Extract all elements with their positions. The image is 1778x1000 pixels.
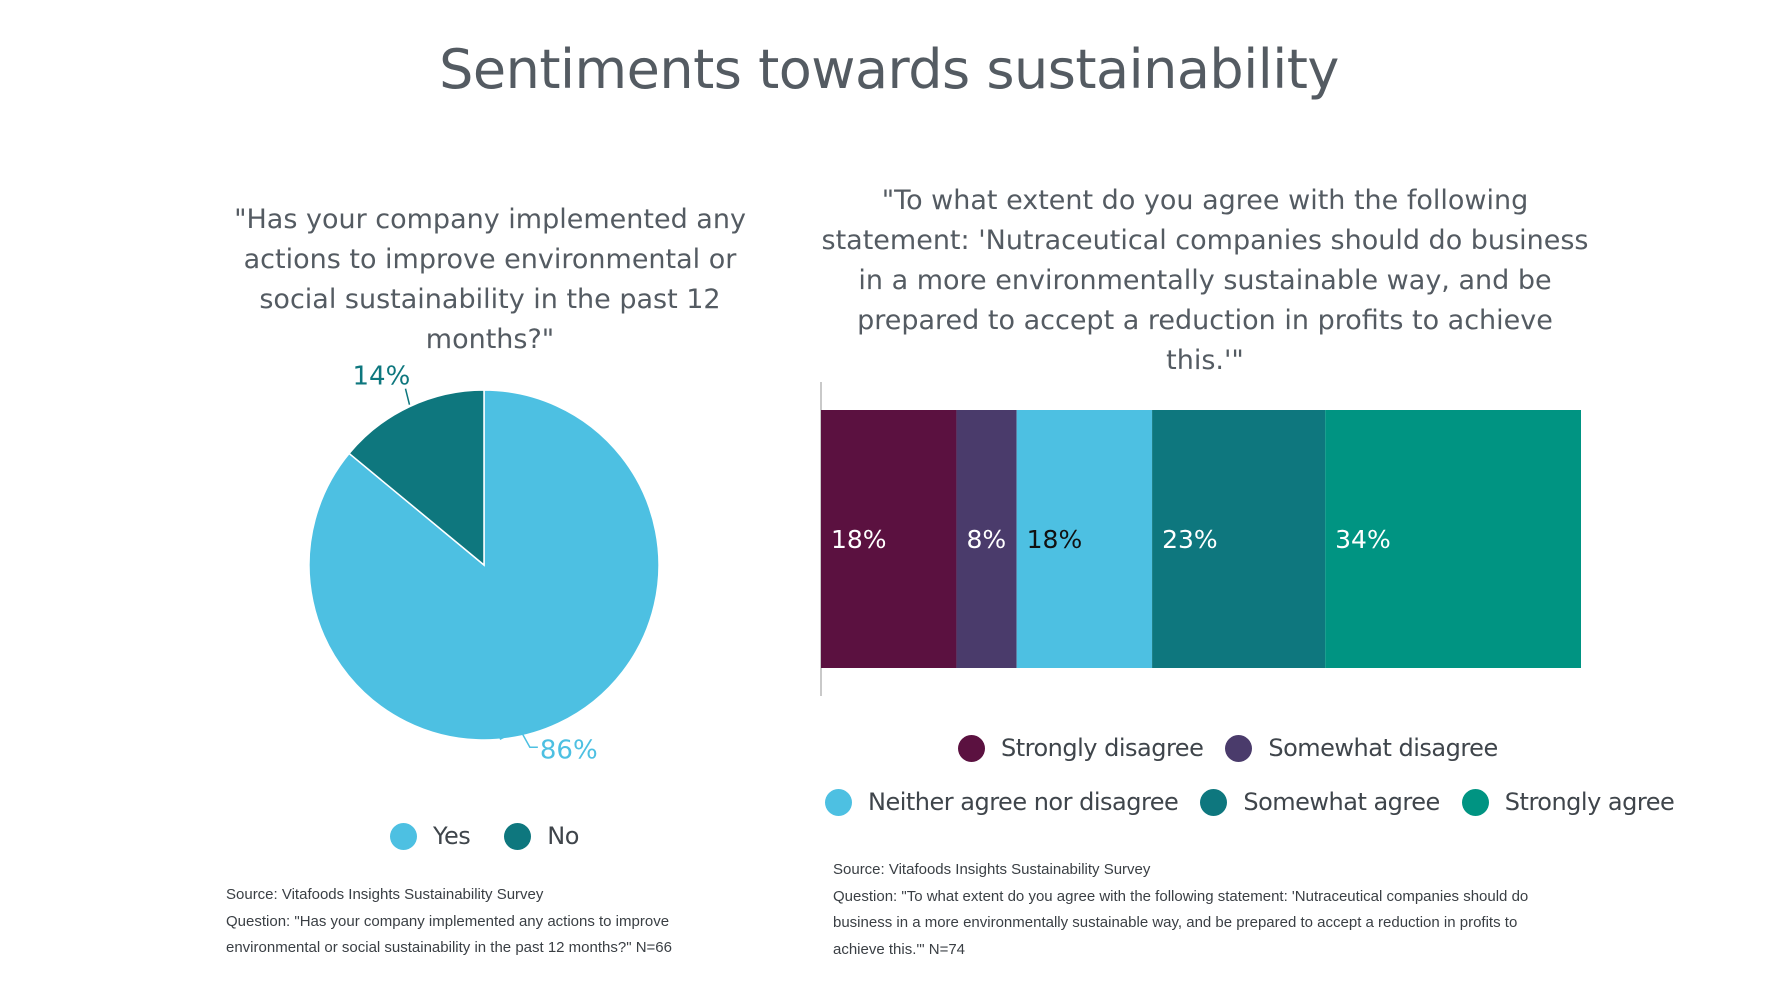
bar-segment-strongly-disagree: [821, 410, 957, 668]
legend-label-somewhat-agree: Somewhat agree: [1243, 788, 1440, 816]
bar-label-strongly-disagree: 18%: [831, 525, 887, 554]
pie-source: Source: Vitafoods Insights Sustainabilit…: [226, 886, 544, 903]
legend-label-strongly-agree: Strongly agree: [1504, 788, 1675, 816]
bar-label-somewhat-agree: 23%: [1162, 525, 1218, 554]
bar-label-neither-agree-nor-disagree: 18%: [1027, 525, 1083, 554]
bar-legend-row-2: Neither agree nor disagree Somewhat agre…: [825, 788, 1675, 816]
legend-item-yes: Yes: [390, 822, 471, 850]
legend-swatch-strongly-disagree: [958, 734, 985, 762]
legend-swatch-strongly-agree: [1461, 788, 1489, 816]
bar-source-question: Question: "To what extent do you agree w…: [833, 887, 1529, 958]
bar-question: "To what extent do you agree with the fo…: [821, 185, 1589, 376]
pie-slice-no: [348, 389, 485, 567]
leader-line-no: [404, 388, 411, 405]
legend-item-somewhat-agree: Somewhat agree: [1200, 788, 1440, 816]
legend-swatch-no: [504, 822, 532, 850]
legend-swatch-somewhat-agree: [1200, 788, 1228, 816]
pie-source-note: Source: Vitafoods Insights Sustainabilit…: [226, 882, 746, 962]
legend-label-strongly-disagree: Strongly disagree: [1001, 734, 1204, 762]
bar-label-strongly-agree: 34%: [1335, 525, 1391, 554]
bar-segment-strongly-agree: [1325, 410, 1581, 668]
bar-segment-neither-agree-nor-disagree: [1016, 410, 1153, 668]
legend-item-strongly-agree: Strongly agree: [1461, 788, 1675, 816]
legend-swatch-neither: [825, 788, 852, 816]
bar-segment-somewhat-disagree: [956, 410, 1017, 668]
bar-source: Source: Vitafoods Insights Sustainabilit…: [833, 861, 1151, 878]
bar-segment-somewhat-agree: [1152, 410, 1326, 668]
legend-item-neither: Neither agree nor disagree: [825, 788, 1179, 816]
pie-question: "Has your company implemented any action…: [234, 204, 746, 355]
legend-swatch-somewhat-disagree: [1225, 734, 1253, 762]
chart-title: Sentiments towards sustainability: [439, 38, 1339, 101]
legend-label-yes: Yes: [433, 822, 471, 850]
data-label-no: 14%: [352, 362, 410, 392]
bar-legend-row-1: Strongly disagree Somewhat disagree: [958, 734, 1498, 762]
data-label-yes: 86%: [540, 735, 598, 765]
legend-item-somewhat-disagree: Somewhat disagree: [1225, 734, 1498, 762]
legend-label-somewhat-disagree: Somewhat disagree: [1268, 734, 1498, 762]
pie-legend: Yes No: [390, 822, 579, 850]
bar-label-somewhat-disagree: 8%: [966, 525, 1006, 554]
pie-source-question: Question: "Has your company implemented …: [226, 912, 672, 957]
legend-label-no: No: [547, 822, 579, 850]
leader-line-yes: [499, 728, 538, 749]
bar-source-note: Source: Vitafoods Insights Sustainabilit…: [833, 857, 1573, 963]
legend-label-neither: Neither agree nor disagree: [868, 788, 1179, 816]
legend-swatch-yes: [390, 822, 417, 850]
legend-item-strongly-disagree: Strongly disagree: [958, 734, 1204, 762]
legend-item-no: No: [504, 822, 579, 850]
